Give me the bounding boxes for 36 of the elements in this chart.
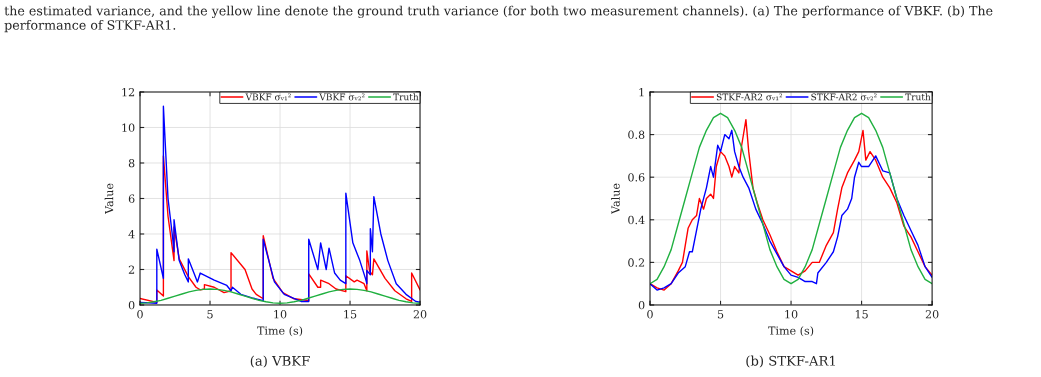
y-tick-label: 1 <box>639 87 644 97</box>
text: (b) STKF-AR1 <box>746 355 835 368</box>
y-tick-label: 0.6 <box>628 173 645 182</box>
x-tick-label: 10 <box>785 310 798 319</box>
y-tick-label: 0.2 <box>628 258 645 267</box>
legend-label: Truth <box>905 93 931 101</box>
x-tick-label: 0 <box>647 310 653 319</box>
x-tick-label: 20 <box>413 310 427 319</box>
x-tick-label: 15 <box>855 310 868 319</box>
y-tick-label: 0 <box>128 300 135 310</box>
legend-label: VBKF σᵥ₁² <box>245 93 291 101</box>
x-tick-label: 10 <box>274 310 287 319</box>
y-tick-label: 0.4 <box>628 215 645 225</box>
y-tick-label: 4 <box>128 229 135 239</box>
x-tick-label: 5 <box>207 310 213 319</box>
x-tick-label: 0 <box>137 310 143 319</box>
y-axis-title: Value <box>611 183 620 215</box>
y-tick-label: 12 <box>122 87 135 97</box>
text: (a) VBKF <box>250 355 310 368</box>
legend-label: STKF-AR2 σᵥ₂² <box>811 93 877 101</box>
y-tick-label: 0 <box>638 300 645 310</box>
legend-label: STKF-AR2 σᵥ₁² <box>716 93 783 101</box>
legend-label: Truth <box>393 93 419 101</box>
y-tick-label: 6 <box>128 194 135 203</box>
x-axis-title: Time (s) <box>257 326 303 337</box>
x-axis-title: Time (s) <box>768 326 814 337</box>
x-tick-label: 20 <box>925 310 939 319</box>
x-tick-label: 5 <box>717 310 724 319</box>
x-tick-label: 15 <box>344 310 357 319</box>
y-tick-label: 2 <box>128 265 135 274</box>
text: the estimated variance, and the yellow line denote the ground truth variance (for both two measurement channels). (a) The performance of VBKF. (b) The performance of STKF-AR1. <box>4 5 993 33</box>
y-tick-label: 8 <box>128 158 135 168</box>
legend-label: VBKF σᵥ₂² <box>319 93 365 101</box>
y-axis-title: Value <box>104 183 114 215</box>
y-tick-label: 10 <box>122 123 135 132</box>
y-tick-label: 0.8 <box>628 130 645 139</box>
